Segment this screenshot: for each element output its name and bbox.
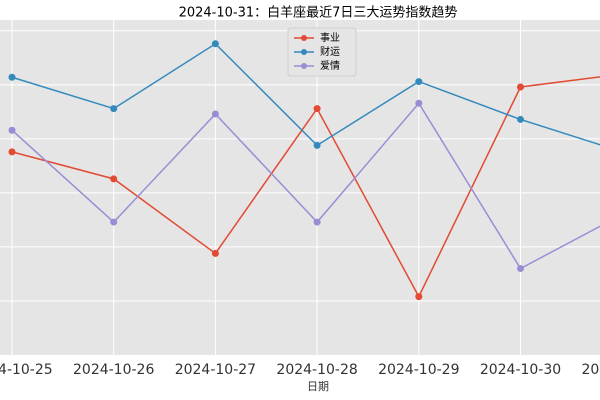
point [313, 218, 321, 226]
point [415, 293, 423, 301]
point [415, 78, 423, 86]
point [8, 148, 16, 156]
point [517, 83, 524, 91]
grid: 6065707580852024-10-252024-10-262024-10-… [0, 20, 600, 378]
point [517, 115, 524, 123]
legend-marker [301, 49, 307, 55]
legend-label: 爱情 [320, 59, 340, 72]
legend-marker [301, 35, 307, 41]
point [313, 105, 321, 113]
point [110, 175, 118, 183]
point [110, 218, 118, 226]
x-tick-label: 2024-10-28 [276, 362, 357, 378]
point [211, 110, 219, 118]
x-tick-label: 2024-10-25 [0, 362, 53, 378]
point [211, 249, 219, 257]
point [8, 73, 16, 81]
point [8, 126, 16, 134]
x-tick-label: 2024-10-26 [73, 362, 154, 378]
chart-title: 2024-10-31：白羊座最近7日三大运势指数趋势 [179, 5, 458, 21]
point [211, 40, 219, 48]
x-tick-label: 2024-10-29 [378, 362, 459, 378]
lines [8, 40, 600, 301]
point [415, 99, 423, 107]
x-tick-label: 2024-10-27 [175, 362, 256, 378]
legend-label: 财运 [320, 45, 340, 58]
legend-label: 事业 [320, 31, 340, 44]
legend-marker [301, 63, 307, 69]
x-tick-label: 2024-10-31 [582, 362, 600, 378]
x-tick-label: 2024-10-30 [480, 362, 561, 378]
point [517, 265, 524, 273]
x-axis-label: 日期 [307, 380, 329, 393]
point [110, 105, 118, 113]
point [313, 141, 321, 149]
